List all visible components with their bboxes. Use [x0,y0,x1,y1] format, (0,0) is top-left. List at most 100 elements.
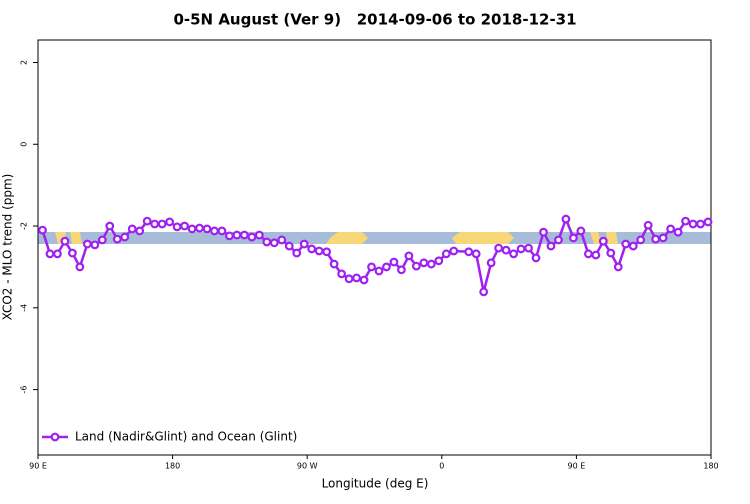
data-point [269,238,279,248]
x-tick-label: 0 [439,462,444,471]
data-point [127,224,137,234]
data-point [53,249,62,259]
data-point [337,269,346,279]
data-point [187,224,197,234]
data-point [247,232,257,242]
data-point [569,233,578,243]
data-point [658,233,668,243]
data-point [172,222,182,232]
data-point [232,230,242,240]
data-point [449,246,459,256]
data-point [651,234,661,244]
x-tick-label: 180 [703,462,718,471]
y-axis-label: XCO2 - MLO trend (ppm) [1,174,15,321]
land-patch [326,232,368,244]
data-point [546,241,556,251]
data-point [643,220,653,230]
data-point [157,219,167,229]
data-point [621,239,631,249]
data-point [359,275,369,285]
data-point [254,230,264,240]
data-point [696,219,705,229]
data-point [598,236,608,246]
data-point [374,266,384,276]
x-axis-label: Longitude (deg E) [322,477,429,491]
data-point [524,243,533,253]
data-point [82,239,92,249]
data-point [195,223,204,233]
data-point [411,261,421,271]
data-point [516,244,526,254]
data-point [434,256,444,266]
data-point [613,262,623,272]
data-point [576,226,586,236]
data-point [636,235,646,245]
data-point [112,234,122,244]
data-point [531,253,541,263]
data-point [45,249,55,259]
data-point [322,247,332,257]
data-point [681,216,690,226]
data-point [583,249,593,259]
chart-title: 0-5N August (Ver 9) 2014-09-06 to 2018-1… [173,11,576,29]
data-point [165,217,175,227]
data-point [606,248,616,258]
data-point [90,240,100,250]
data-point [299,239,309,249]
data-point [120,232,130,242]
y-tick-label: -2 [20,222,29,230]
x-tick-label: 90 W [297,462,318,471]
data-point [666,224,676,234]
y-tick-label: -6 [20,386,29,394]
data-point [202,224,212,234]
x-tick-label: 180 [165,462,180,471]
x-tick-label: 90 E [29,462,47,471]
y-tick-label: 0 [20,142,29,147]
data-point [97,235,107,245]
data-point [539,227,548,237]
data-point [561,214,571,224]
data-point [292,248,302,258]
legend-label: Land (Nadir&Glint) and Ocean (Glint) [75,430,297,444]
data-point [217,226,227,236]
data-point [262,237,272,247]
data-point [239,230,249,240]
data-point [591,250,601,260]
land-patch [452,232,514,244]
data-point [509,249,518,259]
data-point [628,241,638,251]
data-point [142,216,152,226]
x-tick-label: 90 E [568,462,586,471]
data-point [210,226,219,236]
data-point [67,248,77,258]
data-point [344,274,354,284]
plot-frame [37,39,712,456]
data-point [479,287,489,297]
data-point [75,262,85,272]
data-point [494,243,504,253]
y-tick-label: -4 [20,304,29,312]
data-point [441,249,451,259]
data-point [367,262,376,272]
data-point [673,227,683,237]
legend-marker [50,432,60,442]
data-point [38,225,47,235]
data-point [329,259,339,269]
data-point [554,235,563,245]
data-point [389,257,399,267]
data-point [688,219,698,229]
data-point [284,241,294,251]
data-point [60,236,70,246]
data-point [464,247,474,257]
data-point [397,265,406,275]
data-point [225,231,234,241]
data-point [419,258,429,268]
data-point [352,273,361,283]
data-point [486,258,496,268]
data-point [180,221,189,231]
y-tick-label: 2 [20,60,29,65]
data-point [426,259,436,269]
data-point [501,245,511,255]
data-point [314,246,324,256]
